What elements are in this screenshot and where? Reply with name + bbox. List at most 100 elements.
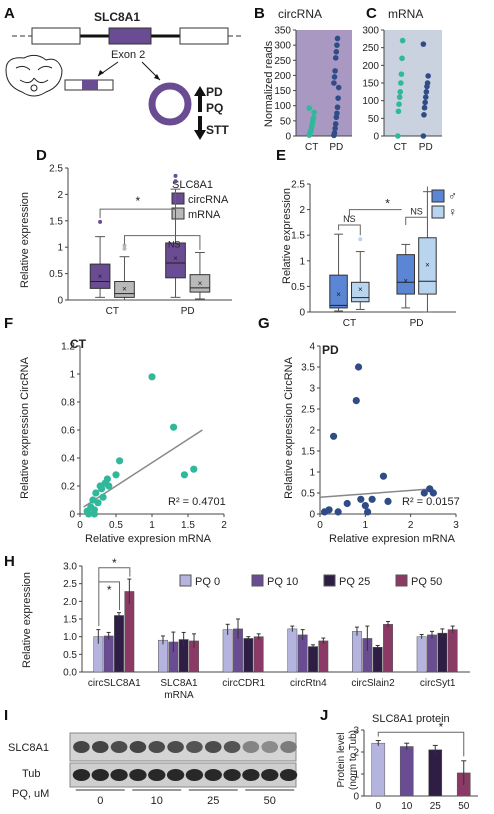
- chartE-y-tick-label: 2.5: [291, 180, 305, 191]
- legend-h-label: PQ 50: [411, 576, 442, 588]
- chartE-y-tick-label: 0: [299, 308, 305, 319]
- blot-lane-label: 50: [264, 795, 276, 807]
- circrna-icon: [148, 82, 192, 126]
- chartG-x-tick-label: 0: [317, 520, 323, 531]
- chartB-y-tick-label: 200: [274, 71, 291, 82]
- chartF-point: [112, 471, 120, 479]
- chartF-point: [99, 493, 107, 501]
- gene-name: SLC8A1: [94, 10, 140, 24]
- blot-band-tub: [72, 769, 91, 781]
- chartC-point-pd: [424, 80, 431, 86]
- chart-j-y-tick-label: 3: [353, 726, 359, 737]
- chartG-y-tick-label: 3: [309, 384, 315, 395]
- panel-letter-i: I: [4, 707, 8, 724]
- chartB-point-pd: [334, 110, 340, 117]
- linear-transcript-exon: [82, 80, 98, 90]
- panel-g-group: PD: [322, 343, 339, 357]
- panel-letter-a: A: [4, 5, 15, 22]
- chartE-mean-marker: ×: [358, 285, 363, 294]
- chartC-point-ct: [395, 108, 402, 115]
- chart-e-ns-bracket-ct: [338, 224, 361, 236]
- panel-f: F CT Relative expression CircRNA Relativ…: [4, 315, 227, 545]
- chart-h-bar: [114, 615, 124, 673]
- chartB-y-tick-label: 300: [274, 41, 291, 52]
- blot-band-tub: [223, 769, 241, 781]
- chart-c: 0 50 100 150 200 250 300 CT PD: [362, 26, 442, 153]
- panel-b: B circRNA Normalized reads 0 50 100 150 200 2…: [254, 5, 352, 153]
- chartG-point: [368, 495, 376, 503]
- chartF-x-tick-label: 0: [77, 520, 83, 531]
- chart-h-x-tick-label: circSyt1: [420, 678, 456, 689]
- legend-e-female-label: ♀: [448, 205, 457, 219]
- chart-h-bar: [158, 639, 168, 673]
- blot-lane-label: 10: [151, 795, 163, 807]
- exon-3-box: [179, 27, 229, 45]
- chart-j-sig-bracket: [377, 731, 465, 757]
- panel-d: D Relative expression SLC8A1 circRNA mRN…: [19, 147, 232, 317]
- chartF-y-tick-label: 0.6: [61, 426, 75, 437]
- chart-e-sig-label: *: [385, 197, 390, 211]
- chartB-point-pd: [334, 42, 340, 48]
- panel-letter-b: B: [254, 5, 265, 22]
- chartG-trendline: [319, 488, 434, 498]
- chart-h-bar: [372, 647, 383, 673]
- chartF-y-tick-label: 0.8: [61, 398, 75, 409]
- chartE-mean-marker: ×: [403, 276, 408, 285]
- brain-section-icon: [5, 54, 63, 97]
- chart-h-y-tick-label: 1.5: [63, 615, 77, 626]
- blot-band-tub: [166, 769, 185, 781]
- arrow-label-pq: PQ: [206, 101, 223, 115]
- chartB-x-tick-label: CT: [305, 142, 318, 153]
- chartC-point-ct: [396, 101, 402, 107]
- legend-h-swatch: [251, 574, 264, 587]
- chartD-outlier: [122, 243, 127, 248]
- exon-1-box: [31, 27, 81, 45]
- chart-d-sig-bracket: [99, 191, 177, 219]
- chart-h-bar: [308, 646, 318, 673]
- arrow-up-icon: [194, 86, 206, 112]
- chartG-point: [384, 497, 392, 505]
- chartG-point: [420, 489, 428, 497]
- chartC-point-ct: [395, 133, 401, 139]
- chartG-point: [364, 508, 372, 516]
- panel-b-ylabel: Normalized reads: [263, 40, 275, 127]
- panel-e: E Relative expression ♂ ♀ 0 0.5 1 1.5 2 2.5 CT…: [276, 147, 457, 329]
- panel-h: H Relative expression PQ 0 PQ 10 PQ 25 PQ 5…: [4, 553, 470, 701]
- chartE-outlier: [358, 237, 363, 242]
- chartB-y-tick-label: 100: [274, 101, 291, 112]
- chartD-mean-marker: ×: [198, 279, 203, 288]
- panel-g: G PD Relative expression CircRNA Relativ…: [258, 315, 460, 545]
- panel-g-ylabel: Relative expression CircRNA: [283, 356, 295, 498]
- chartC-y-tick-label: 50: [368, 114, 380, 125]
- chartF-point: [103, 475, 111, 483]
- chartG-point: [379, 472, 388, 480]
- blot-band-slc8a1: [129, 741, 147, 753]
- chartF-point: [90, 510, 98, 518]
- chart-h-bar: [416, 636, 427, 673]
- chart-j-x-tick-label: 25: [430, 801, 442, 812]
- blot-band-slc8a1: [91, 741, 109, 753]
- chartD-x-tick-label: CT: [106, 306, 119, 317]
- chartG-point: [325, 506, 333, 514]
- chart-h-y-tick-label: 2.0: [63, 597, 77, 608]
- blot-band-slc8a1: [167, 741, 184, 753]
- panel-letter-f: F: [4, 315, 13, 332]
- arrow-down-icon: [194, 116, 206, 140]
- chartC-point-pd: [422, 99, 428, 106]
- chartB-y-tick-label: 350: [274, 26, 291, 37]
- legend-h-swatch: [179, 574, 192, 587]
- chartC-point-ct: [398, 71, 405, 77]
- panel-a: A SLC8A1 Exon 2 PD PQ STT: [4, 5, 242, 140]
- chartF-point: [190, 465, 198, 473]
- chartG-y-tick-label: 3.5: [301, 363, 315, 374]
- chartG-x-tick-label: 1: [363, 520, 369, 531]
- chartE-y-tick-label: 1.5: [291, 231, 305, 242]
- chart-h-y-tick-label: 1.0: [63, 632, 77, 643]
- chartC-point-ct: [398, 80, 404, 86]
- chartD-y-tick-label: 0.5: [49, 269, 63, 280]
- panel-f-group: CT: [70, 337, 87, 351]
- chart-h-bar: [437, 632, 448, 673]
- chartE-mean-marker: ×: [425, 260, 430, 269]
- chartC-background: [384, 30, 442, 136]
- chart-e: 0 0.5 1 1.5 2 2.5 CT × × PD × × NS NS *: [291, 180, 456, 329]
